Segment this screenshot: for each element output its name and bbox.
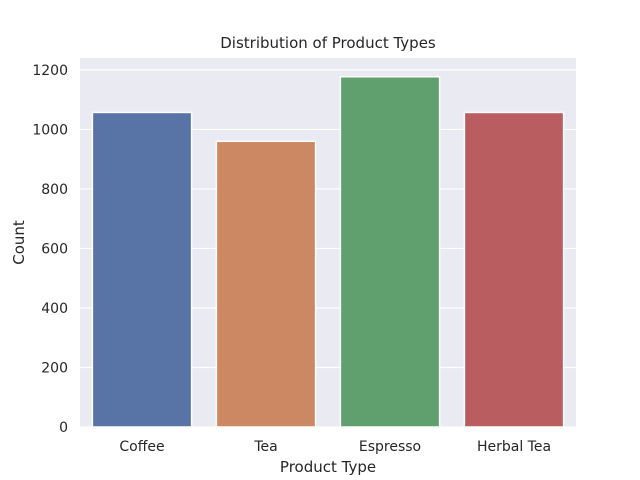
x-tick-label: Coffee bbox=[119, 439, 164, 455]
bar-espresso bbox=[339, 75, 441, 428]
y-tick-label: 1000 bbox=[32, 122, 68, 138]
x-axis-label: Product Type bbox=[280, 458, 376, 476]
y-axis-label: Count bbox=[10, 220, 28, 265]
bars bbox=[91, 75, 565, 428]
y-tick-label: 600 bbox=[41, 241, 68, 257]
x-tick-label: Tea bbox=[253, 439, 277, 455]
y-tick-label: 400 bbox=[41, 301, 68, 317]
y-tick-label: 200 bbox=[41, 360, 68, 376]
y-axis-ticks: 0 200 400 600 800 1000 1200 bbox=[32, 63, 68, 436]
bar-tea bbox=[215, 140, 317, 428]
y-tick-label: 800 bbox=[41, 182, 68, 198]
x-axis-ticks: Coffee Tea Espresso Herbal Tea bbox=[119, 439, 551, 455]
chart-title: Distribution of Product Types bbox=[220, 34, 436, 52]
bar-coffee bbox=[91, 111, 193, 428]
y-tick-label: 0 bbox=[59, 420, 68, 436]
y-tick-label: 1200 bbox=[32, 63, 68, 79]
x-tick-label: Herbal Tea bbox=[477, 439, 551, 455]
bar-herbal-tea bbox=[463, 111, 565, 428]
x-tick-label: Espresso bbox=[359, 439, 421, 455]
